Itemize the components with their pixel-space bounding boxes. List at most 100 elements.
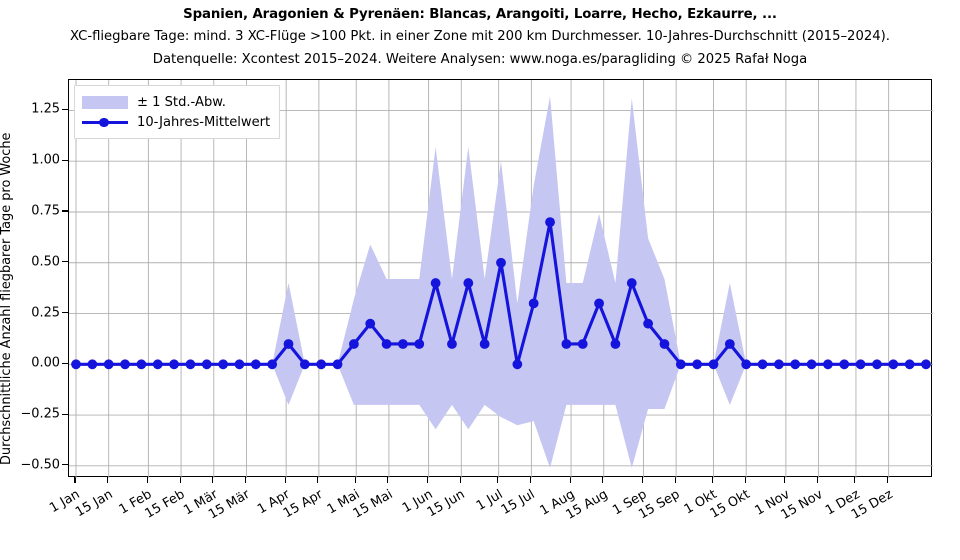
x-tick-mark: [711, 477, 714, 483]
x-tick-mark: [497, 477, 499, 483]
data-point-marker: [71, 359, 81, 370]
y-tick-mark: [62, 108, 68, 110]
data-point-marker: [823, 359, 833, 370]
data-point-marker: [806, 359, 817, 370]
x-tick-mark: [887, 477, 889, 483]
data-point-marker: [528, 298, 539, 309]
x-tick-mark: [179, 477, 181, 483]
y-tick-label: 0.75: [31, 203, 60, 219]
data-point-marker: [283, 339, 294, 349]
std-dev-band: [76, 96, 926, 468]
data-point-marker: [463, 278, 474, 288]
y-tick-label: 0.00: [31, 355, 60, 371]
legend-label-mean: 10-Jahres-Mittelwert: [137, 114, 271, 130]
x-tick-mark: [854, 477, 856, 483]
data-point-marker: [447, 339, 457, 349]
data-point-marker: [430, 278, 441, 288]
data-point-marker: [250, 359, 261, 370]
legend-item-mean: 10-Jahres-Mittelwert: [82, 112, 270, 132]
x-tick-mark: [74, 477, 76, 483]
data-point-marker: [87, 359, 98, 370]
data-point-marker: [757, 359, 768, 370]
legend-item-band: ± 1 Std.-Abw.: [82, 92, 270, 112]
y-tick-mark: [62, 311, 68, 314]
data-point-marker: [414, 339, 425, 349]
chart-subtitle: XC-fliegbare Tage: mind. 3 XC-Flüge >100…: [70, 29, 890, 45]
data-point-marker: [103, 359, 114, 370]
data-point-marker: [299, 359, 310, 370]
plot-area: [68, 79, 933, 478]
x-tick-mark: [674, 477, 676, 483]
legend-label-band: ± 1 Std.-Abw.: [137, 94, 226, 110]
y-tick-label: 1.00: [31, 152, 60, 168]
x-tick-mark: [317, 477, 319, 483]
data-point-marker: [316, 359, 327, 370]
data-point-marker: [888, 359, 899, 370]
y-tick-mark: [62, 413, 68, 415]
data-point-marker: [692, 359, 703, 370]
chart-title: Spanien, Aragonien & Pyrenäen: Blancas, …: [183, 7, 777, 22]
y-tick-mark: [62, 464, 68, 466]
x-tick-mark: [212, 477, 214, 483]
y-tick-mark: [62, 159, 68, 161]
x-tick-mark: [387, 477, 389, 483]
data-point-marker: [152, 359, 163, 370]
data-point-marker: [675, 359, 686, 370]
data-point-marker: [610, 339, 621, 349]
chart-legend: ± 1 Std.-Abw. 10-Jahres-Mittelwert: [74, 85, 281, 139]
chart-source-note: Datenquelle: Xcontest 2015–2024. Weitere…: [152, 51, 808, 67]
data-point-marker: [626, 278, 637, 288]
data-point-marker: [496, 257, 506, 268]
data-point-marker: [348, 339, 359, 349]
data-point-marker: [708, 359, 719, 370]
data-point-marker: [659, 339, 670, 349]
x-tick-mark: [284, 477, 286, 483]
chart-figure: Spanien, Aragonien & Pyrenäen: Blancas, …: [0, 0, 933, 540]
data-point-markers: [71, 217, 931, 370]
x-tick-mark: [817, 477, 819, 483]
data-point-marker: [332, 359, 343, 370]
y-tick-label: 1.25: [31, 101, 60, 117]
line-swatch-icon: [82, 116, 128, 129]
y-tick-label: −0.25: [20, 406, 60, 422]
data-point-marker: [904, 359, 915, 370]
data-point-marker: [741, 359, 752, 370]
data-point-marker: [594, 298, 604, 309]
data-point-marker: [872, 359, 882, 370]
data-point-marker: [479, 339, 490, 349]
x-tick-mark: [744, 477, 746, 483]
data-point-marker: [577, 339, 588, 349]
data-point-marker: [545, 217, 555, 228]
x-tick-mark: [641, 477, 643, 483]
data-point-marker: [169, 359, 179, 370]
x-tick-mark: [569, 477, 571, 483]
data-point-marker: [921, 359, 931, 370]
x-tick-mark: [427, 477, 429, 483]
y-tick-label: 0.50: [31, 254, 60, 270]
x-tick-mark: [146, 477, 148, 483]
data-point-marker: [218, 359, 229, 370]
y-tick-label: −0.50: [20, 457, 60, 473]
data-point-marker: [398, 339, 408, 349]
y-tick-label: 0.25: [31, 305, 60, 321]
data-point-marker: [790, 359, 801, 370]
x-tick-mark: [107, 477, 109, 483]
y-axis-ticks: −0.50 −0.25 0.00 0.25 0.50 0.75 1.00 1.25: [0, 0, 68, 540]
y-tick-mark: [62, 261, 68, 263]
data-point-marker: [381, 339, 392, 349]
x-tick-mark: [784, 477, 786, 483]
x-tick-mark: [459, 477, 461, 483]
data-point-marker: [365, 318, 376, 329]
data-point-marker: [234, 359, 245, 370]
x-tick-mark: [354, 477, 356, 483]
band-swatch-icon: [82, 95, 128, 109]
data-point-marker: [512, 359, 523, 370]
data-point-marker: [839, 359, 850, 370]
data-point-marker: [201, 359, 212, 370]
x-tick-mark: [529, 477, 531, 483]
data-point-marker: [185, 359, 196, 370]
data-point-marker: [136, 359, 147, 370]
data-point-marker: [561, 339, 572, 349]
x-tick-mark: [602, 477, 604, 483]
data-point-marker: [724, 339, 735, 349]
